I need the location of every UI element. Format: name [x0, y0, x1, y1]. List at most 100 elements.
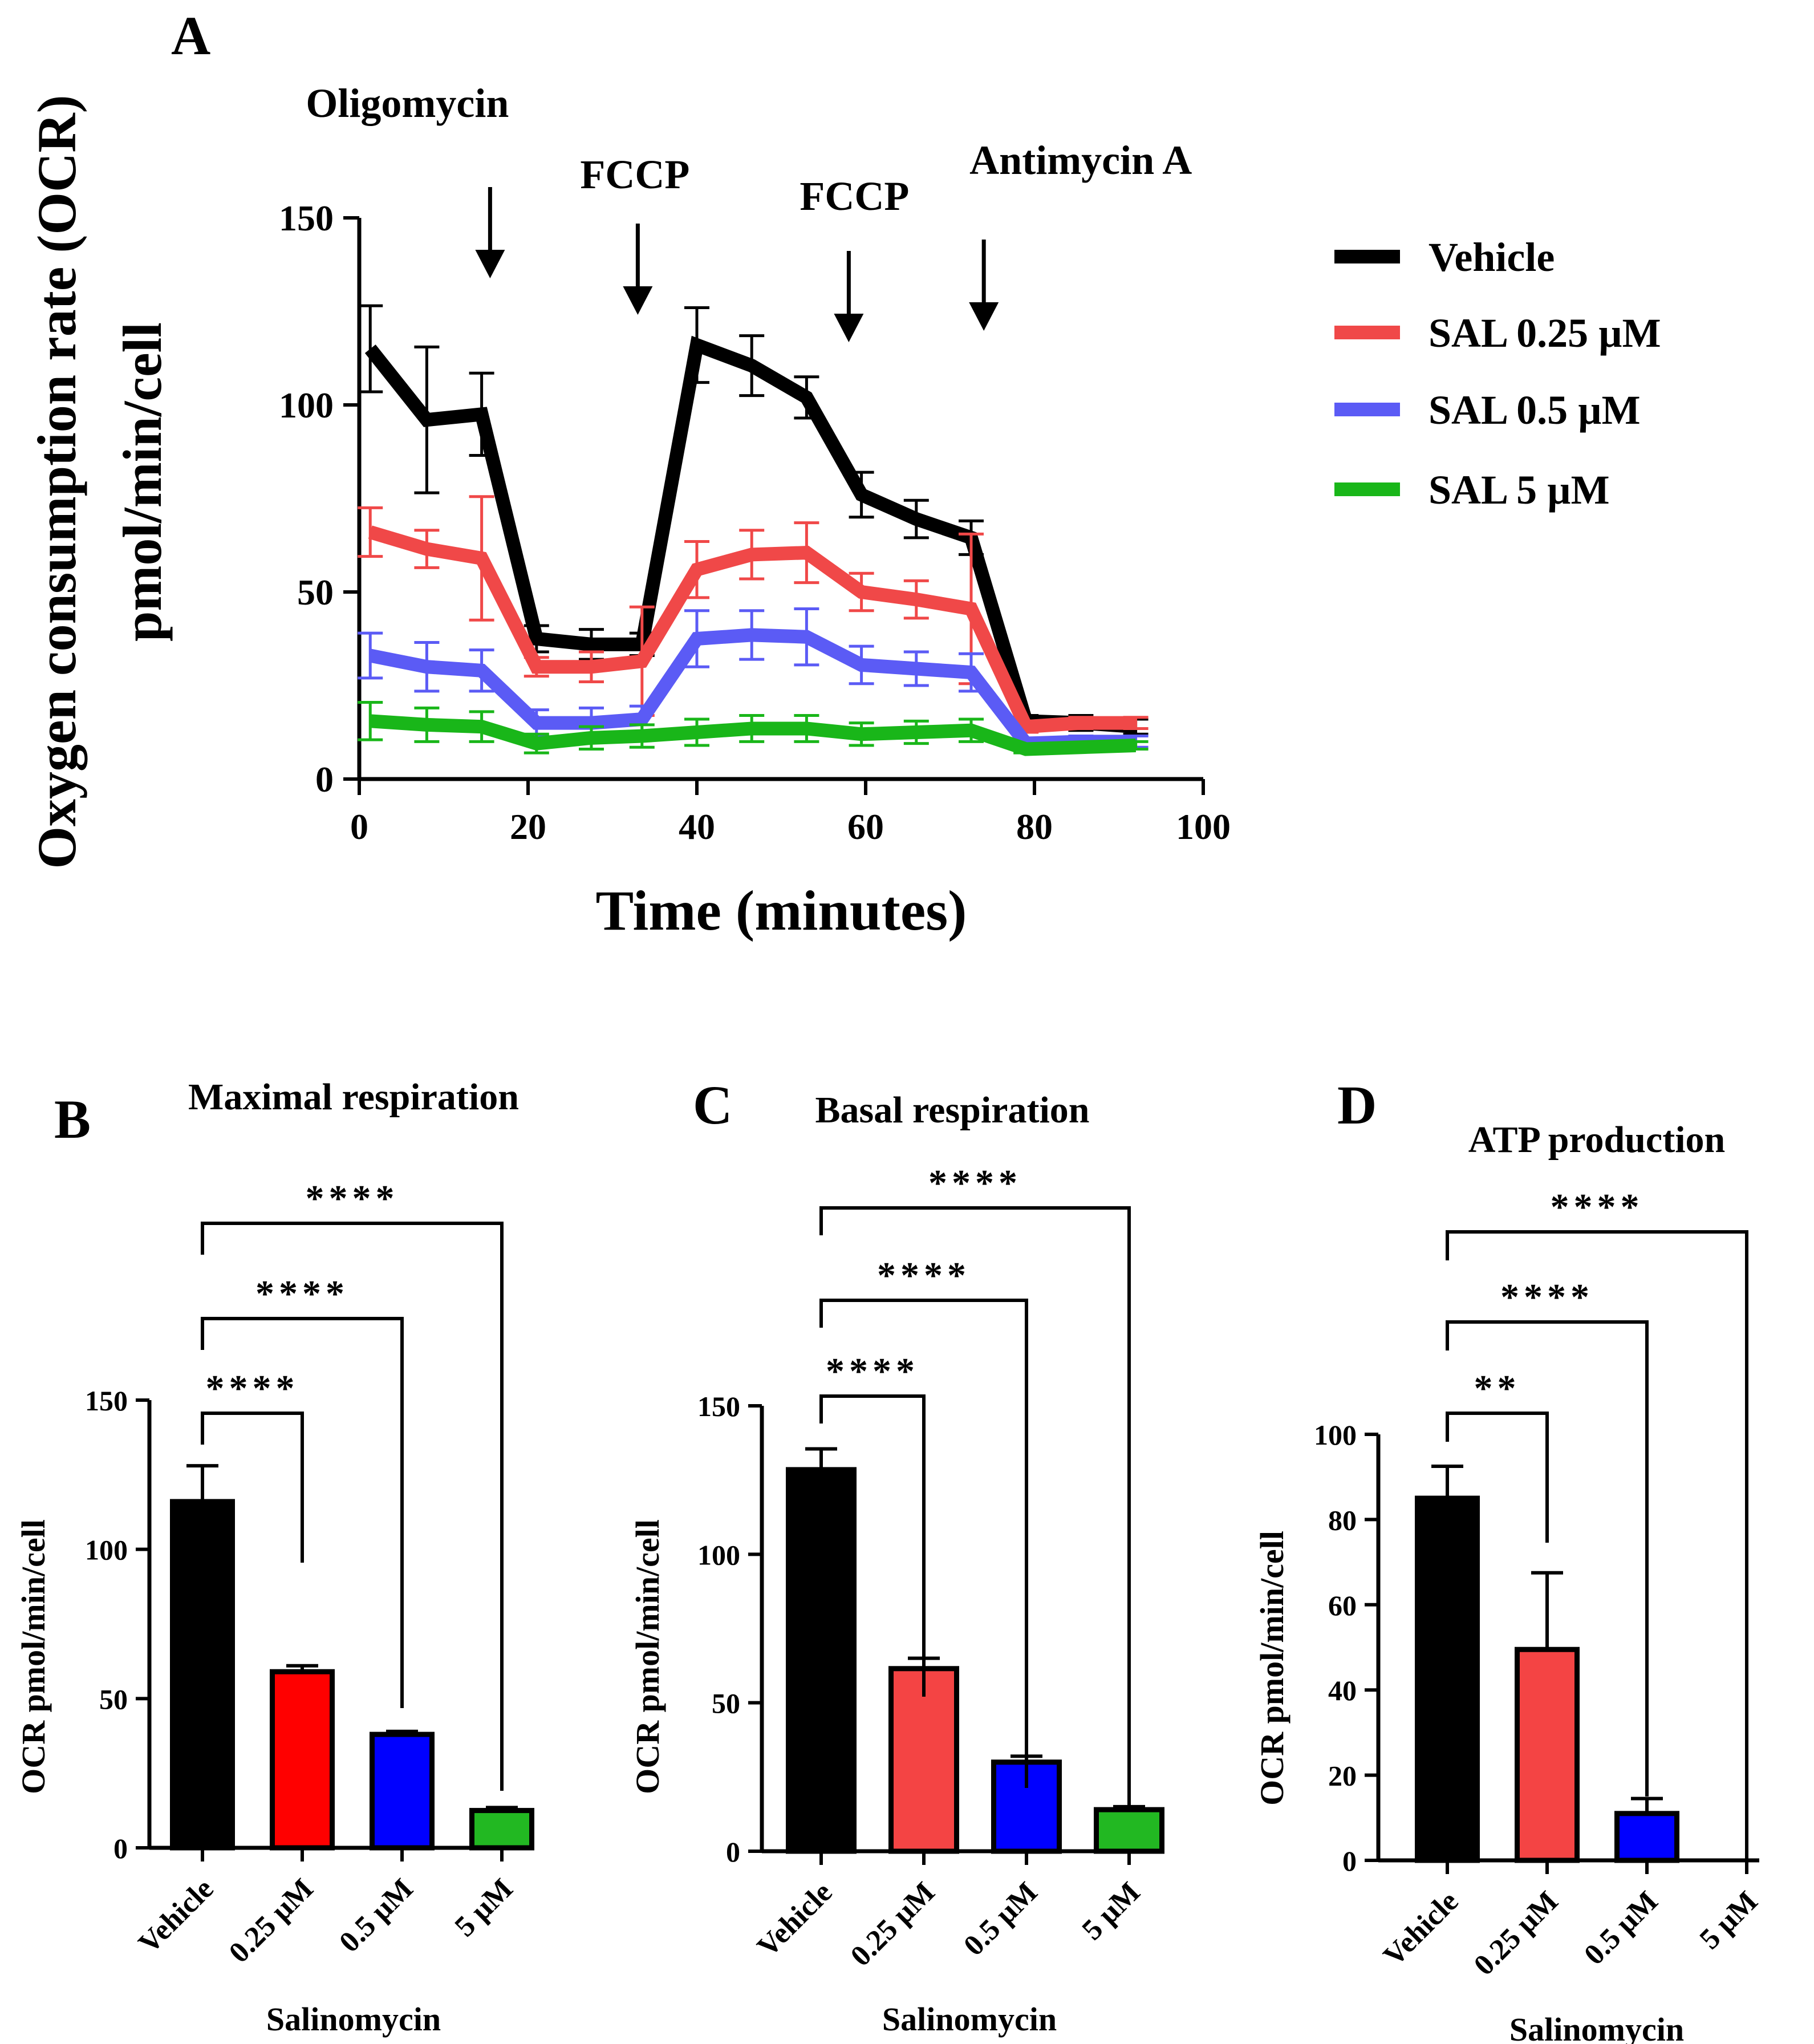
significance-label: **** — [306, 1178, 399, 1219]
panel-b-plot: 0 50 100 150 Vehicle 0.25 µM 0.5 µM 5 µM **** ***… — [85, 1178, 534, 1969]
y-tick-label: 150 — [85, 1385, 128, 1417]
legend-label: SAL 5 µM — [1429, 467, 1610, 513]
significance-bracket — [1446, 1230, 1748, 1860]
significance-bracket — [201, 1222, 504, 1791]
panel-c-bar-chart: Basal respiration OCR pmol/min/cell Sali… — [629, 1089, 1164, 2038]
panel-a-legend: Vehicle SAL 0.25 µM SAL 0.5 µM SAL 5 µM — [1334, 234, 1661, 513]
bar — [1415, 1495, 1480, 1863]
significance-bracket — [1446, 1320, 1649, 1796]
panel-a-injection-markers: Oligomycin FCCP FCCP Antimycin A — [306, 80, 1192, 342]
y-tick-label: 0 — [726, 1836, 740, 1868]
panel-a-y-label-line1: Oxygen consumption rate (OCR) — [26, 95, 87, 869]
series-group — [358, 304, 1149, 736]
injection-label: Oligomycin — [306, 80, 509, 126]
significance-bracket — [1446, 1412, 1549, 1543]
y-tick-label: 0 — [315, 759, 334, 800]
panel-b-bar-chart: Maximal respiration OCR pmol/min/cell Sa… — [15, 1076, 534, 2038]
x-tick-label: 5 µM — [449, 1872, 520, 1943]
x-tick-label: 5 µM — [1076, 1876, 1147, 1946]
significance-label: **** — [877, 1255, 971, 1296]
x-tick-label: 40 — [679, 806, 715, 847]
bar — [469, 1808, 534, 1851]
panel-c-title: Basal respiration — [815, 1089, 1090, 1131]
legend-label: SAL 0.5 µM — [1429, 387, 1641, 433]
bar — [170, 1499, 235, 1851]
injection-arrowhead — [969, 302, 999, 331]
x-tick-label: 0.5 µM — [1578, 1885, 1664, 1971]
significance-label: ** — [1474, 1368, 1521, 1409]
panel-d-title: ATP production — [1468, 1119, 1726, 1161]
series-line — [368, 628, 1136, 751]
y-tick-label: 50 — [99, 1683, 128, 1715]
series-line — [368, 525, 1136, 734]
x-tick-label: 20 — [510, 806, 546, 847]
y-tick-label: 50 — [297, 572, 334, 613]
y-tick-label: 80 — [1328, 1504, 1357, 1536]
injection-label: FCCP — [800, 173, 909, 219]
injection-arrowhead — [475, 250, 505, 278]
x-tick-label: 0.5 µM — [957, 1876, 1044, 1962]
panel-a-axes: 0 20 40 60 80 100 0 50 100 150 — [279, 198, 1231, 847]
panel-b-title: Maximal respiration — [188, 1076, 519, 1118]
x-tick-label: Vehicle — [1377, 1885, 1464, 1972]
panel-d-y-label: OCR pmol/min/cell — [1253, 1531, 1291, 1806]
x-tick-label: 60 — [847, 806, 884, 847]
panel-a-line-chart: Oxygen consumption rate (OCR) pmol/min/c… — [26, 80, 1661, 942]
y-tick-label: 40 — [1328, 1674, 1357, 1706]
x-tick-label: Vehicle — [132, 1872, 220, 1960]
y-tick-label: 150 — [279, 198, 334, 238]
legend-label: Vehicle — [1429, 234, 1555, 280]
significance-label: **** — [928, 1162, 1022, 1204]
panel-a-y-label-line2: pmol/min/cell — [112, 322, 173, 642]
significance-bracket — [819, 1206, 1131, 1808]
y-tick-label: 50 — [712, 1688, 740, 1719]
significance-label: **** — [206, 1368, 299, 1409]
bar — [1094, 1807, 1164, 1854]
x-tick-label: 0.25 µM — [1468, 1885, 1565, 1982]
series-group — [358, 495, 1149, 734]
injection-arrowhead — [834, 314, 864, 342]
y-tick-label: 100 — [85, 1534, 128, 1566]
x-tick-label: 0 — [350, 806, 368, 847]
bar — [370, 1731, 435, 1851]
significance-bracket — [819, 1299, 1028, 1788]
x-tick-label: 0.5 µM — [333, 1872, 419, 1958]
significance-label: **** — [1551, 1186, 1644, 1228]
series-line — [370, 714, 1137, 756]
series-group — [358, 701, 1149, 756]
bar — [1515, 1646, 1580, 1863]
panel-a-series — [358, 304, 1149, 756]
y-tick-label: 20 — [1328, 1760, 1357, 1792]
panel-letter-d: D — [1337, 1074, 1377, 1135]
injection-arrowhead — [623, 286, 653, 315]
panel-letter-b: B — [54, 1089, 91, 1150]
bar — [1614, 1811, 1679, 1863]
legend-label: SAL 0.25 µM — [1429, 310, 1661, 356]
panel-a-x-label: Time (minutes) — [596, 879, 967, 942]
y-tick-label: 60 — [1328, 1589, 1357, 1621]
significance-label: **** — [826, 1350, 919, 1392]
series-line — [364, 335, 1137, 734]
significance-bracket — [201, 1412, 304, 1563]
panel-b-y-label: OCR pmol/min/cell — [15, 1519, 52, 1794]
y-tick-label: 100 — [1314, 1419, 1357, 1451]
y-tick-label: 150 — [697, 1390, 740, 1422]
panel-c-y-label: OCR pmol/min/cell — [629, 1519, 666, 1794]
significance-label: **** — [1500, 1276, 1594, 1318]
panel-d-x-label: Salinomycin — [1509, 2011, 1684, 2044]
injection-label: Antimycin A — [969, 137, 1192, 183]
panel-c-x-label: Salinomycin — [882, 2001, 1057, 2038]
y-tick-label: 0 — [113, 1832, 128, 1864]
panel-d-bar-chart: ATP production OCR pmol/min/cell Salinom… — [1253, 1119, 1764, 2044]
y-tick-label: 100 — [697, 1539, 740, 1571]
injection-label: FCCP — [580, 152, 689, 197]
x-tick-label: 5 µM — [1694, 1885, 1764, 1956]
x-tick-label: Vehicle — [751, 1876, 838, 1963]
panel-letter-c: C — [693, 1074, 732, 1135]
panel-c-plot: 0 50 100 150 Vehicle 0.25 µM 0.5 µM 5 µM **** ***… — [697, 1162, 1164, 1973]
y-tick-label: 0 — [1342, 1845, 1357, 1877]
x-tick-label: 0.25 µM — [845, 1876, 942, 1973]
bar — [270, 1669, 335, 1851]
